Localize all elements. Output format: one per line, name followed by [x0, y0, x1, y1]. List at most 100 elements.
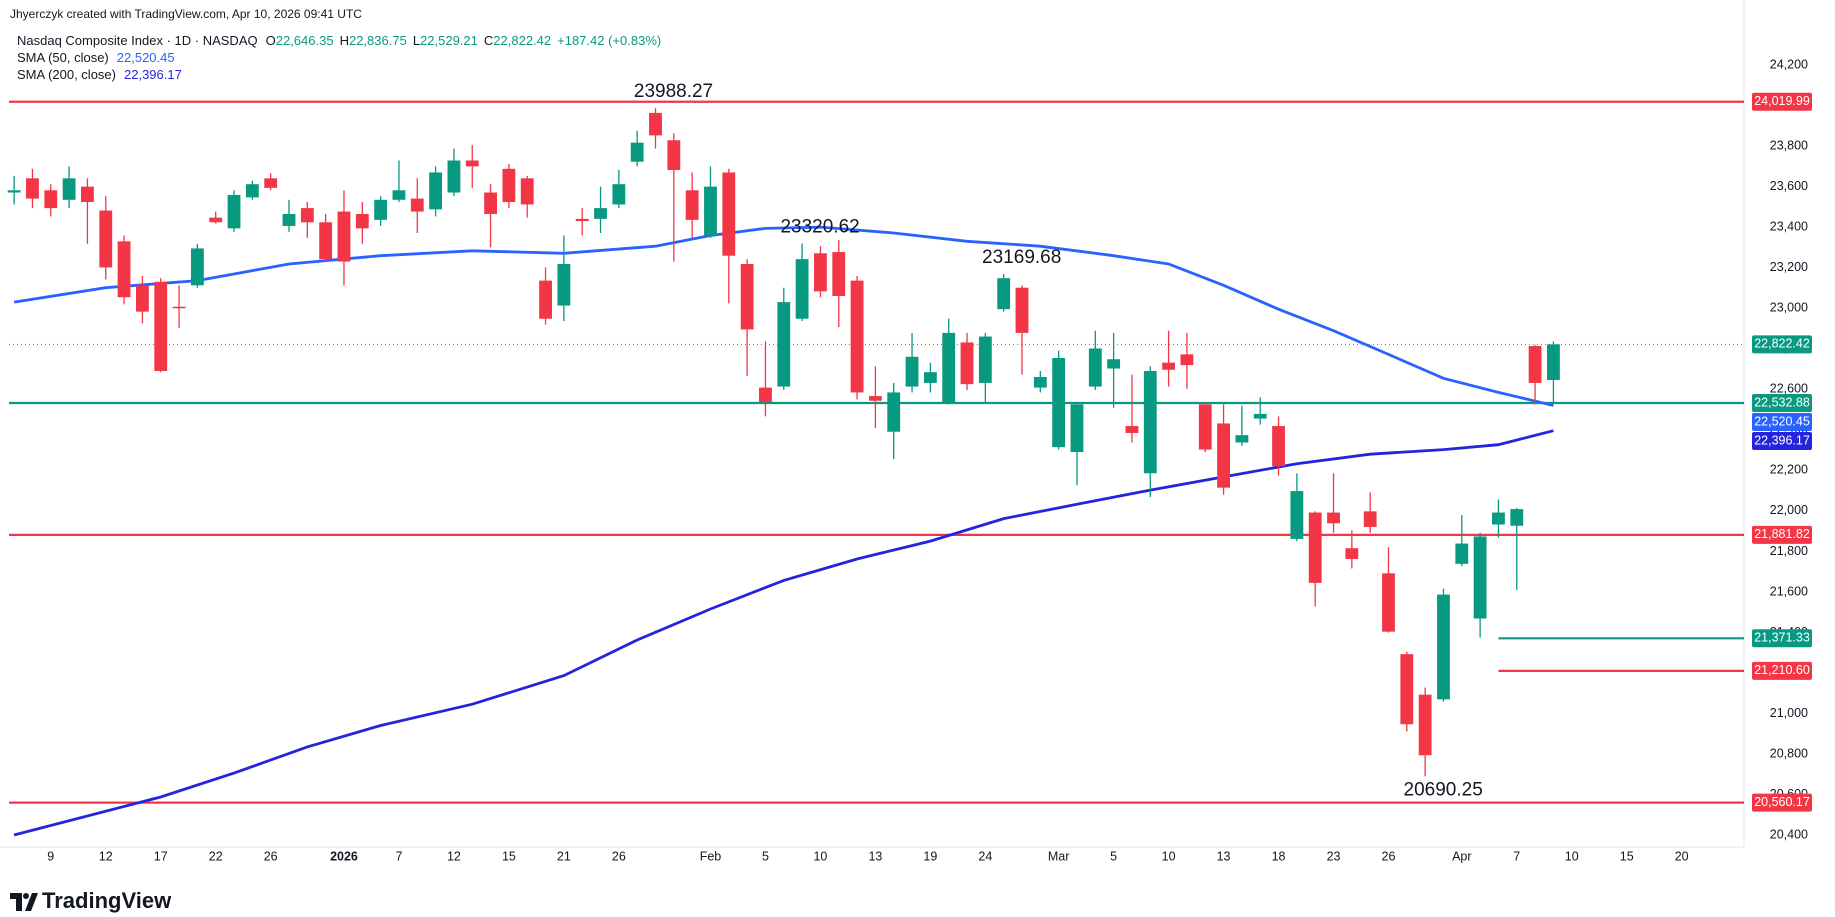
y-tick-label: 21,600	[1770, 584, 1808, 598]
x-tick-label: 15	[502, 849, 516, 863]
candle-body	[392, 190, 406, 200]
x-tick-label: Mar	[1048, 849, 1070, 863]
candle-body	[1253, 413, 1267, 419]
candle-body	[630, 142, 644, 162]
y-tick-label: 21,000	[1770, 706, 1808, 720]
candle-body	[1290, 491, 1304, 539]
y-tick-label: 23,400	[1770, 220, 1808, 234]
price-box	[1752, 431, 1812, 450]
candle-body	[1235, 435, 1249, 443]
annotation: 23320.62	[780, 216, 859, 237]
candle-body	[209, 217, 223, 223]
candle-body	[1107, 359, 1121, 369]
candle-body	[832, 252, 846, 297]
x-tick-label: 20	[1675, 849, 1689, 863]
candle-body	[99, 210, 113, 268]
y-tick-label: 20,800	[1770, 746, 1808, 760]
candle-body	[484, 192, 497, 214]
candle-body	[1052, 358, 1066, 448]
candle-body	[1070, 404, 1084, 452]
price-box	[1752, 335, 1812, 354]
candle-body	[649, 112, 662, 136]
candle-body	[612, 184, 626, 205]
candle-body	[319, 222, 333, 260]
y-tick-label: 23,800	[1770, 139, 1808, 153]
candle-body	[410, 198, 424, 212]
candle-body	[1363, 511, 1377, 527]
candle-body	[978, 336, 992, 383]
candle-body	[7, 190, 21, 193]
candle-body	[960, 342, 974, 385]
legend-main: Nasdaq Composite Index · 1D · NASDAQ O22,…	[17, 33, 661, 48]
candle-body	[704, 186, 717, 236]
x-tick-label: 5	[1110, 849, 1117, 863]
price-box-label: 22,396.17	[1754, 433, 1810, 447]
y-tick-label: 24,200	[1770, 58, 1808, 72]
candle-body	[594, 208, 607, 219]
price-box-label: 20,560.17	[1754, 795, 1810, 809]
candle-body	[685, 190, 699, 220]
candle-body	[1327, 512, 1340, 524]
candle-body	[1400, 654, 1414, 725]
price-box-label: 21,881.82	[1754, 527, 1810, 541]
y-tick-label: 20,400	[1770, 827, 1808, 841]
candle-body	[923, 372, 937, 383]
candle-body	[575, 218, 589, 222]
candle-body	[264, 178, 278, 188]
price-box-label: 21,210.60	[1754, 663, 1810, 677]
x-tick-label: 21	[557, 849, 571, 863]
candle-body	[1528, 346, 1542, 383]
candle-body	[300, 208, 314, 223]
candle-body	[245, 184, 259, 198]
candle-body	[1088, 348, 1102, 387]
annotation: 23169.68	[982, 247, 1061, 268]
candle-body	[117, 241, 131, 298]
ohlc-value: 22,836.75	[349, 33, 407, 48]
candle-body	[740, 264, 754, 330]
candle-body	[1143, 370, 1157, 474]
candle-body	[850, 280, 864, 393]
candle-body	[1547, 344, 1560, 381]
candle-body	[667, 140, 681, 171]
legend-value: 22,396.17	[124, 67, 182, 82]
price-box	[1752, 661, 1812, 680]
candle-body	[1492, 512, 1505, 525]
x-tick-label: 26	[264, 849, 278, 863]
price-box	[1752, 793, 1812, 812]
candle-body	[1033, 377, 1047, 388]
legend-sma: SMA (50, close) 22,520.45	[17, 50, 175, 65]
ohlc-key: C	[484, 33, 493, 48]
x-tick-label: 24	[978, 849, 992, 863]
candle-body	[282, 213, 296, 226]
candle-body	[1455, 543, 1469, 564]
y-tick-label: 23,600	[1770, 179, 1808, 193]
y-tick-label: 22,000	[1770, 503, 1808, 517]
x-tick-label: 10	[813, 849, 827, 863]
candle-body	[502, 168, 516, 203]
candle-body	[942, 332, 956, 402]
candle-body	[1180, 354, 1194, 366]
price-box	[1752, 412, 1812, 431]
candle-body	[81, 186, 94, 203]
x-tick-label: 13	[1217, 849, 1231, 863]
candle-body	[172, 306, 186, 309]
x-tick-label: 26	[1382, 849, 1396, 863]
annotation: 20690.25	[1404, 779, 1483, 800]
candle-body	[795, 259, 809, 319]
candle-body	[777, 302, 791, 387]
x-tick-label: 10	[1162, 849, 1176, 863]
x-tick-label: 12	[447, 849, 461, 863]
candle-body	[135, 285, 149, 312]
y-tick-label: 21,800	[1770, 544, 1808, 558]
change: +187.42 (+0.83%)	[557, 33, 661, 48]
candle-body	[868, 396, 882, 401]
ohlc-value: 22,646.35	[276, 33, 334, 48]
candle-body	[1162, 362, 1176, 370]
legend-value: 22,520.45	[117, 50, 175, 65]
candle-body	[1418, 694, 1432, 756]
candle-body	[1345, 548, 1359, 559]
candle-body	[1437, 594, 1450, 700]
